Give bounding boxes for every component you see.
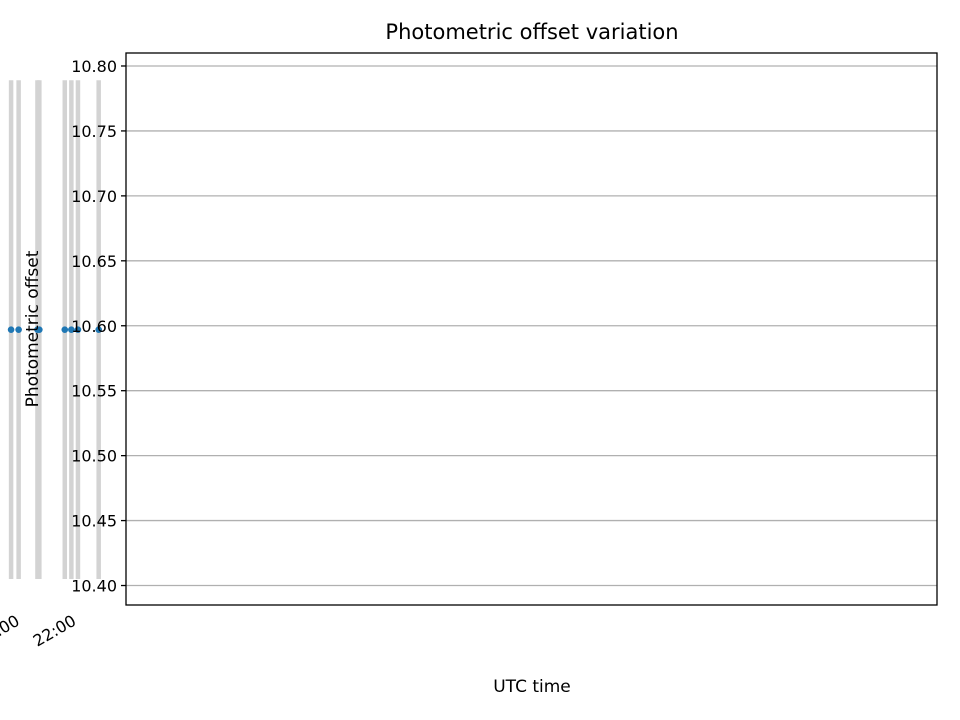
y-tick-label: 10.40 — [71, 577, 117, 596]
chart-title: Photometric offset variation — [385, 20, 678, 44]
data-point — [68, 326, 75, 333]
plot-frame — [125, 52, 938, 606]
data-point — [15, 326, 22, 333]
data-points — [7, 326, 102, 333]
data-point — [95, 326, 102, 333]
data-point — [61, 326, 69, 333]
y-tick-label: 10.45 — [71, 512, 117, 531]
y-axis-label: Photometric offset — [23, 250, 43, 407]
y-tick-label: 10.80 — [71, 57, 117, 76]
y-tick-label: 10.65 — [71, 252, 117, 271]
x-tick-label: 22:00 — [30, 611, 79, 651]
y-tick-label: 10.60 — [71, 317, 117, 336]
data-point — [7, 326, 15, 333]
y-tick-label: 10.75 — [71, 122, 117, 141]
y-ticks: 10.40 10.45 10.50 10.55 10.60 10.65 10.70 10.75… — [71, 57, 126, 596]
y-tick-label: 10.55 — [71, 382, 117, 401]
gridlines — [126, 65, 937, 587]
data-point — [34, 326, 41, 333]
x-axis-label: UTC time — [493, 677, 571, 697]
x-tick-label: 23:00 — [0, 611, 23, 651]
y-tick-label: 10.70 — [71, 187, 117, 206]
y-tick-label: 10.50 — [71, 447, 117, 466]
data-point — [74, 326, 82, 333]
